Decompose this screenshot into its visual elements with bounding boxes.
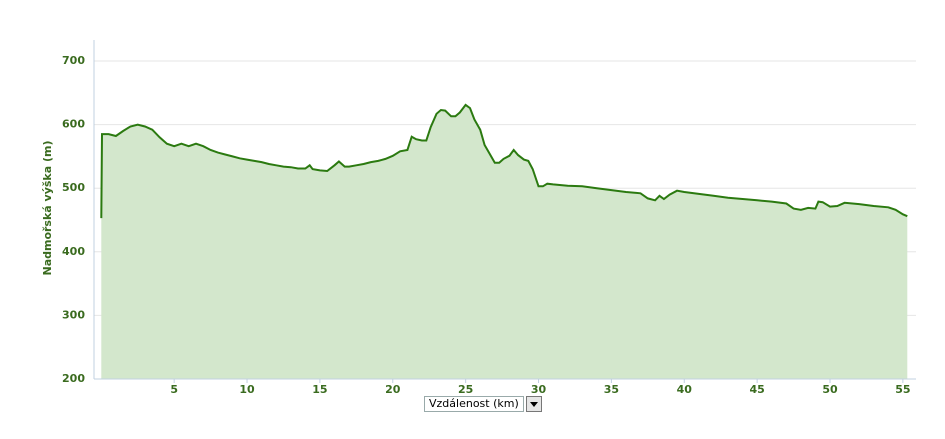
x-tick-label: 55 [895, 383, 910, 396]
y-tick-label: 200 [62, 372, 85, 385]
x-axis-select[interactable]: Vzdálenost (km) [424, 396, 542, 412]
y-axis-label: Nadmořská výška (m) [41, 140, 54, 275]
x-tick-label: 15 [312, 383, 327, 396]
x-tick-label: 45 [749, 383, 764, 396]
x-tick-label: 40 [677, 383, 693, 396]
x-tick-label: 50 [822, 383, 838, 396]
x-tick-label: 35 [604, 383, 619, 396]
y-tick-label: 400 [62, 245, 85, 258]
x-axis-label: Vzdálenost (km) [424, 396, 524, 412]
x-tick-label: 5 [170, 383, 178, 396]
x-tick-label: 25 [458, 383, 473, 396]
y-tick-label: 500 [62, 181, 85, 194]
y-tick-label: 600 [62, 118, 85, 131]
y-tick-label: 300 [62, 308, 85, 321]
elevation-line [100, 103, 908, 219]
x-tick-label: 20 [385, 383, 401, 396]
x-tick-label: 10 [239, 383, 255, 396]
x-tick-label: 30 [531, 383, 547, 396]
dropdown-button[interactable] [525, 396, 542, 412]
area-fill [101, 104, 908, 380]
y-tick-label: 700 [62, 54, 85, 67]
